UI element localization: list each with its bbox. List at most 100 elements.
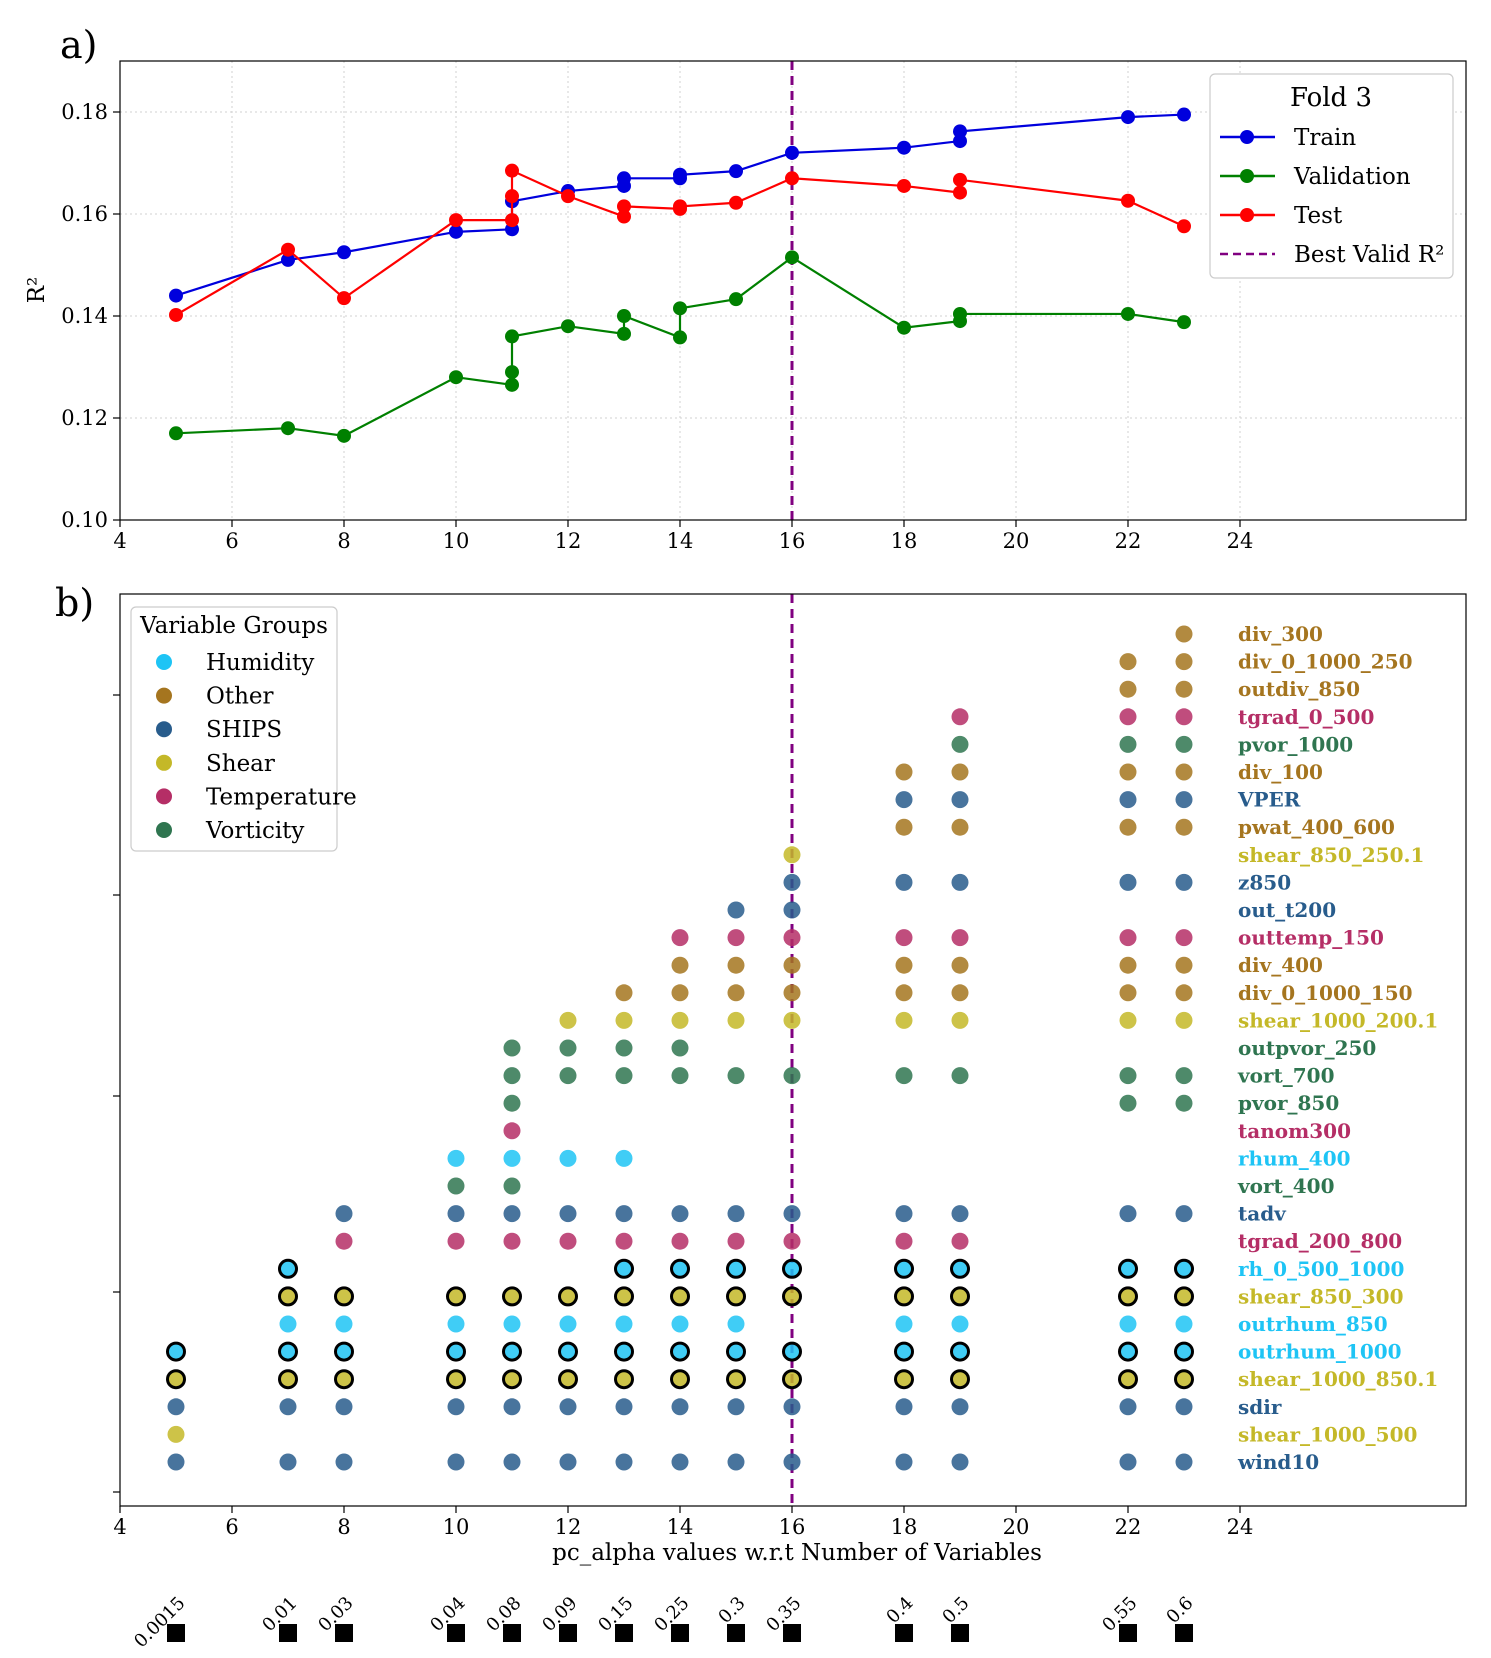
point-tgrad_200_800 (895, 1232, 913, 1250)
point-shear_1000_200.1 (1119, 1011, 1137, 1029)
point-outrhum_850 (1175, 1315, 1193, 1333)
point-div_0_1000_150 (615, 984, 633, 1002)
point-outrhum_850 (1119, 1315, 1137, 1333)
panel-b-y-ticks (113, 694, 120, 1493)
legend-label-temperature: Temperature (206, 784, 357, 810)
data-point (1177, 107, 1191, 122)
point-outtemp_150 (671, 929, 689, 947)
point-outrhum_1000 (446, 1341, 466, 1362)
variable-label: tgrad_0_500 (1238, 705, 1374, 729)
point-div_400 (951, 956, 969, 974)
variable-label: rhum_400 (1238, 1146, 1351, 1170)
point-tadv (615, 1205, 633, 1223)
point-sdir (783, 1398, 801, 1416)
point-shear_1000_850.1 (446, 1369, 466, 1390)
point-vort_700 (615, 1067, 633, 1085)
point-outdiv_850 (1119, 680, 1137, 698)
point-shear_1000_850.1 (278, 1369, 298, 1390)
point-wind10 (1175, 1453, 1193, 1471)
x-tick-label: 16 (779, 529, 806, 553)
data-point (561, 189, 575, 204)
alpha-label: 0.5 (938, 1593, 973, 1628)
point-pvor_850 (503, 1094, 521, 1112)
point-vort_700 (503, 1067, 521, 1085)
panel-a-label: a) (60, 23, 97, 67)
point-vort_400 (503, 1177, 521, 1195)
alpha-label: 0.3 (714, 1593, 749, 1628)
point-sdir (895, 1398, 913, 1416)
point-out_t200 (727, 901, 745, 919)
point-outtemp_150 (951, 929, 969, 947)
point-wind10 (167, 1453, 185, 1471)
point-outrhum_1000 (726, 1341, 746, 1362)
data-point (337, 291, 351, 306)
point-div_400 (671, 956, 689, 974)
legend-marker-shear (156, 754, 172, 771)
point-tadv (503, 1205, 521, 1223)
variable-label: rh_0_500_1000 (1238, 1257, 1404, 1281)
point-z850 (1119, 873, 1137, 891)
point-outpvor_250 (671, 1039, 689, 1057)
point-div_100 (1175, 763, 1193, 781)
x-tick-label: 24 (1227, 529, 1254, 553)
x-tick-label: 12 (555, 529, 582, 553)
point-shear_850_250.1 (783, 846, 801, 864)
panel-a-x-ticks: 4 6 8 10 12 14 16 18 20 22 24 (113, 520, 1253, 553)
panel-b-variable-labels: div_300 div_0_1000_250 outdiv_850 tgrad_0_5… (1237, 622, 1438, 1474)
point-outrhum_1000 (782, 1341, 802, 1362)
alpha-marker (727, 1624, 745, 1642)
data-point (785, 171, 799, 186)
point-pvor_1000 (1119, 735, 1137, 753)
legend-marker-vorticity (156, 822, 172, 838)
variable-label: out_t200 (1238, 898, 1336, 922)
point-tgrad_200_800 (447, 1232, 465, 1250)
alpha-marker (783, 1624, 801, 1642)
point-outrhum_1000 (670, 1341, 690, 1362)
alpha-marker (671, 1624, 689, 1642)
alpha-marker (1119, 1624, 1137, 1642)
alpha-marker (503, 1624, 521, 1642)
point-rh_0_500_1000 (1118, 1258, 1138, 1279)
alpha-marker (279, 1624, 297, 1642)
point-wind10 (895, 1453, 913, 1471)
point-shear_1000_850.1 (950, 1369, 970, 1390)
column-15 (726, 901, 746, 1471)
alpha-marker (335, 1624, 353, 1642)
x-tick-label: 10 (443, 529, 470, 553)
point-shear_1000_850.1 (334, 1369, 354, 1390)
point-tadv (335, 1205, 353, 1223)
panel-a-frame (119, 60, 1467, 521)
point-shear_1000_200.1 (727, 1011, 745, 1029)
data-point (281, 242, 295, 257)
data-point (673, 330, 687, 345)
alpha-marker (951, 1624, 969, 1642)
point-sdir (503, 1398, 521, 1416)
variable-label: shear_1000_500 (1238, 1422, 1417, 1446)
data-point (729, 195, 743, 210)
point-div_0_1000_250 (1119, 653, 1137, 671)
point-div_0_1000_250 (1175, 653, 1193, 671)
legend-title: Fold 3 (1290, 83, 1372, 113)
data-point (729, 164, 743, 179)
variable-label: sdir (1238, 1395, 1282, 1419)
column-7 (278, 1258, 298, 1471)
point-tgrad_0_500 (1119, 708, 1137, 726)
point-VPER (895, 791, 913, 809)
point-VPER (951, 791, 969, 809)
variable-label: vort_400 (1237, 1174, 1334, 1198)
point-div_100 (951, 763, 969, 781)
point-div_300 (1175, 625, 1193, 643)
point-tadv (783, 1205, 801, 1223)
point-tgrad_0_500 (951, 708, 969, 726)
variable-label: outrhum_850 (1238, 1312, 1388, 1336)
point-outrhum_1000 (502, 1341, 522, 1362)
column-10 (446, 1149, 466, 1471)
data-point (953, 134, 967, 149)
data-point (953, 124, 967, 139)
point-tadv (671, 1205, 689, 1223)
point-outpvor_250 (559, 1039, 577, 1057)
point-VPER (1175, 791, 1193, 809)
groups-legend-title: Variable Groups (139, 613, 328, 639)
point-shear_850_300 (502, 1286, 522, 1307)
